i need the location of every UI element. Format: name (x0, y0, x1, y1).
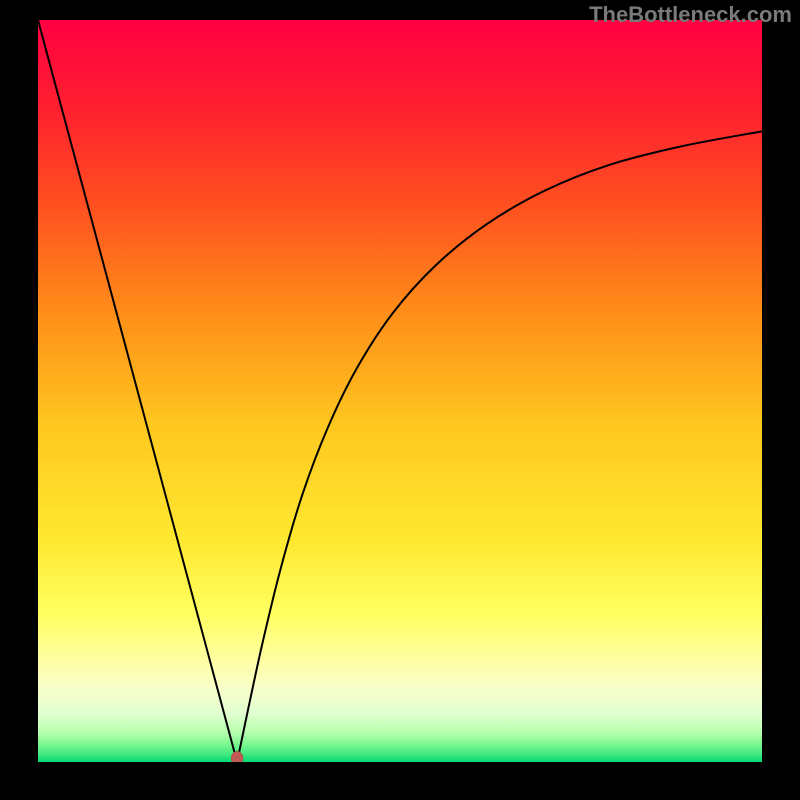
watermark-text: TheBottleneck.com (589, 2, 792, 28)
chart-svg (38, 20, 762, 762)
gradient-background (38, 20, 762, 762)
plot-area (38, 20, 762, 762)
stage: TheBottleneck.com (0, 0, 800, 800)
